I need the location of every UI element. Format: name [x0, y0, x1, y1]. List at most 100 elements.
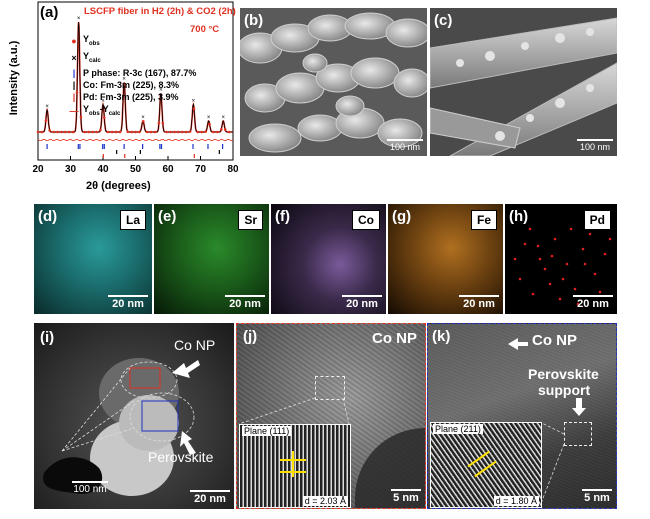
panel-label-d: (d): [38, 208, 58, 225]
lattice-arrow-j: [292, 451, 294, 477]
scale-bar-text: 20 nm: [577, 298, 609, 310]
yobs-point: [138, 130, 141, 134]
element-label-fe: Fe: [470, 210, 497, 230]
yobs-point: [95, 130, 98, 134]
yobs-point: [67, 130, 71, 134]
yobs-point: [130, 130, 133, 134]
panel-label-e: (e): [158, 208, 177, 225]
x-tick-label: 70: [195, 164, 207, 175]
scale-bar-c: 100 nm: [577, 139, 613, 152]
legend-entry: | Pd: Fm-3m (225), 3.9%: [68, 91, 196, 103]
scale-bar-text: 20 nm: [346, 298, 378, 310]
scale-bar-text: 100 nm: [73, 484, 107, 495]
panel-label-k: (k): [432, 328, 451, 345]
roi-lines-k: [508, 338, 586, 507]
ycalc-marker: ×: [101, 99, 105, 105]
ycalc-marker: ×: [221, 115, 225, 121]
y-axis-label: Intensity (a.u.): [8, 40, 20, 116]
scale-bar-d: 20 nm: [108, 295, 148, 310]
eds-map-sr: (e) Sr 20 nm: [154, 204, 269, 314]
legend-entry: — Yobs-Ycalc: [68, 103, 196, 120]
scale-bar-line: [342, 295, 382, 297]
label-perovskite-k: Perovskite: [528, 366, 599, 382]
element-label-co: Co: [352, 210, 380, 230]
yobs-point: [118, 130, 122, 134]
ycalc-marker: ×: [192, 99, 196, 105]
legend-label: Co: Fm-3m (225), 8.3%: [83, 79, 180, 90]
yobs-point: [91, 130, 94, 134]
yobs-point: [87, 130, 90, 134]
yobs-point: [36, 130, 40, 134]
x-axis-label: 2θ (degrees): [86, 180, 151, 192]
hrtem-image-k: (k) Co NP Perovskite support Plane (211)…: [427, 323, 617, 509]
scale-bar-e: 20 nm: [225, 295, 265, 310]
scale-bar-text: 20 nm: [194, 493, 226, 505]
legend-entry: × Ycalc: [68, 50, 196, 67]
d-spacing-k: d = 1.80 Å: [493, 496, 539, 506]
yobs-point: [134, 130, 137, 134]
yobs-point: [223, 128, 227, 131]
roi-lines-j: [238, 397, 350, 425]
yobs-point: [200, 130, 204, 134]
legend-marker-icon: |: [72, 91, 76, 102]
yobs-point: [40, 130, 44, 134]
scale-bar-line: [582, 489, 612, 491]
label-perovskite-i: Perovskite: [148, 449, 214, 465]
roi-box-j: [315, 376, 345, 400]
chart-temperature: 700 °C: [190, 24, 220, 35]
scale-bar-line: [190, 490, 230, 492]
yobs-point: [157, 121, 161, 125]
sem-fibers-b: [240, 8, 427, 156]
chart-title: LSCFP fiber in H2 (2h) & CO2 (2h): [84, 6, 236, 17]
yobs-point: [126, 130, 129, 133]
sem-image-b: (b) 100 nm: [240, 8, 427, 156]
yobs-point: [56, 130, 59, 134]
yobs-point: [181, 130, 184, 134]
yobs-point: [169, 130, 172, 134]
sem-fibers-c: [430, 8, 617, 156]
eds-map-co: (f) Co 20 nm: [271, 204, 386, 314]
scale-bar-i-right: 20 nm: [190, 490, 230, 505]
plane-label-j: Plane (111): [242, 426, 292, 436]
hrtem-image-j: (j) Co NP Plane (111) d = 2.03 Å 5 nm: [236, 323, 426, 509]
scale-bar-line: [225, 295, 265, 297]
legend-marker-icon: ●: [71, 36, 77, 47]
yobs-point: [192, 107, 196, 110]
yobs-point: [114, 130, 118, 134]
scale-bar-line: [108, 295, 148, 297]
yobs-point: [184, 130, 188, 134]
panel-label-j: (j): [243, 328, 258, 345]
stem-image-i: (i) Co NP Perovskite 100 nm 20 nm: [34, 323, 234, 509]
legend-marker-icon: ×: [71, 53, 77, 64]
yobs-point: [44, 119, 48, 122]
panel-label-b: (b): [244, 12, 264, 29]
scale-bar-k: 5 nm: [582, 489, 612, 504]
label-co-np-k: Co NP: [532, 332, 577, 349]
legend-marker-icon: |: [72, 67, 76, 78]
yobs-point: [64, 130, 67, 134]
legend-label: Pd: Fm-3m (225), 3.9%: [83, 91, 179, 102]
eds-map-la: (d) La 20 nm: [34, 204, 152, 314]
yobs-point: [208, 123, 211, 126]
yobs-point: [161, 121, 165, 125]
scale-bar-text: 100 nm: [579, 142, 611, 152]
scale-bar-text: 20 nm: [229, 298, 261, 310]
yobs-point: [122, 83, 126, 86]
element-label-sr: Sr: [238, 210, 263, 230]
yobs-point: [103, 116, 106, 119]
legend-marker-icon: —: [69, 105, 79, 116]
scale-bar-line: [459, 295, 499, 297]
label-co-np-i: Co NP: [174, 337, 216, 353]
yobs-point: [142, 120, 145, 123]
legend-label: P phase: R-3c (167), 87.7%: [83, 67, 197, 78]
yobs-point: [60, 130, 63, 134]
scale-bar-i-left: 100 nm: [72, 481, 108, 495]
scale-bar-line: [391, 489, 421, 491]
series-difference: [37, 138, 234, 142]
x-tick-label: 30: [65, 164, 77, 175]
label-support-k: support: [538, 382, 591, 398]
scale-bar-j: 5 nm: [391, 489, 421, 504]
panel-label-g: (g): [392, 208, 412, 225]
fft-inset-j: Plane (111) d = 2.03 Å: [239, 424, 351, 508]
yobs-point: [149, 130, 153, 134]
